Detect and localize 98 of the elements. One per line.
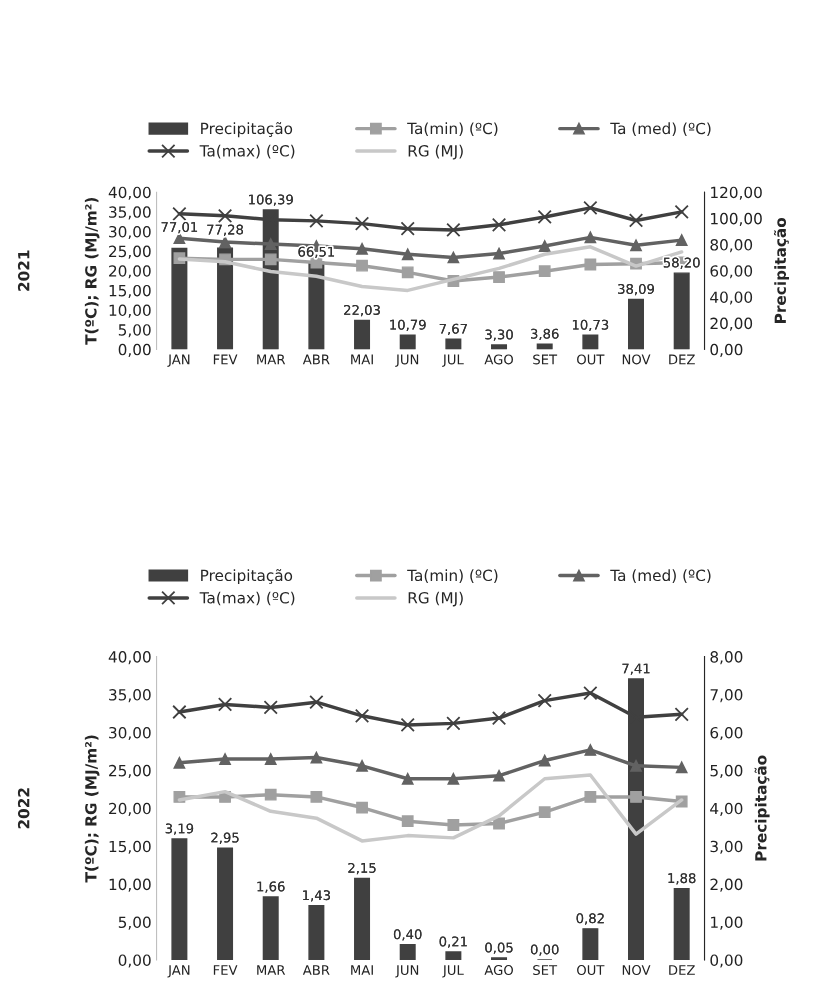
- y-tick-label: 15,00: [109, 840, 151, 854]
- data-label: 77,01: [161, 221, 198, 234]
- y2-tick-label: 40,00: [710, 291, 753, 305]
- x-tick-label: NOV: [622, 965, 651, 976]
- y2-tick-label: 20,00: [710, 317, 753, 331]
- data-label: 10,79: [390, 319, 426, 332]
- y2-tick-label: 80,00: [710, 239, 753, 253]
- data-label: 3,86: [531, 328, 559, 341]
- text: 2021: [17, 250, 30, 291]
- y-tick-label: 0,00: [118, 954, 151, 968]
- y-tick-label: 15,00: [109, 284, 151, 298]
- y-tick-label: 25,00: [109, 764, 151, 778]
- x-tick-label: DEZ: [669, 354, 695, 365]
- data-label: 0,82: [576, 913, 604, 925]
- data-label: 2,15: [348, 862, 376, 875]
- y-tick-label: 40,00: [108, 186, 151, 200]
- legend-label: Precipitação: [201, 569, 293, 585]
- data-label: 38,09: [618, 283, 654, 296]
- data-label: 1,88: [668, 873, 696, 885]
- y-axis-title: T(ºC); RG (MJ/m²): [84, 735, 100, 883]
- data-label: 10,73: [572, 319, 609, 332]
- y-tick-label: 5,00: [118, 324, 151, 338]
- y-tick-label: 25,00: [109, 245, 151, 259]
- y-tick-label: 0,00: [118, 343, 151, 357]
- x-tick-label: SET: [533, 354, 558, 365]
- y-tick-label: 5,00: [118, 916, 151, 930]
- x-tick-label: MAI: [351, 965, 373, 975]
- x-tick-label: OUT: [577, 965, 605, 976]
- legend-label: Ta(max) (ºC): [199, 591, 295, 606]
- x-tick-label: JAN: [167, 965, 190, 978]
- legend-label: Precipitação: [201, 122, 293, 138]
- x-tick-label: MAR: [257, 965, 286, 975]
- x-tick-label: NOV: [622, 354, 651, 365]
- y-tick-label: 20,00: [109, 265, 151, 279]
- x-tick-label: AGO: [484, 354, 513, 365]
- y2-tick-label: 6,00: [710, 726, 743, 741]
- legend-label: Ta(min) (ºC): [407, 122, 498, 136]
- y2-tick-label: 4,00: [710, 802, 743, 816]
- data-label: 0,00: [530, 944, 559, 956]
- x-tick-label: JUN: [395, 965, 419, 978]
- data-label: 3,30: [485, 329, 513, 341]
- legend-label: Ta(min) (ºC): [407, 569, 498, 583]
- x-tick-label: JUL: [442, 354, 464, 367]
- y2-axis-title: Precipitação: [773, 217, 790, 323]
- x-tick-label: JAN: [167, 354, 190, 367]
- y2-tick-label: 0,00: [710, 954, 743, 968]
- y-tick-label: 10,00: [109, 304, 151, 318]
- x-tick-label: FEV: [213, 965, 238, 975]
- y2-tick-label: 0,00: [710, 343, 743, 357]
- y-tick-label: 30,00: [109, 225, 151, 240]
- y2-tick-label: 2,00: [710, 878, 743, 892]
- data-label: 7,41: [622, 663, 650, 675]
- y-tick-label: 20,00: [109, 802, 151, 816]
- data-label: 66,51: [298, 246, 335, 259]
- data-label: 106,39: [249, 194, 293, 206]
- data-label: 0,05: [485, 942, 513, 954]
- x-tick-label: ABR: [302, 354, 330, 365]
- legend-label: RG (MJ): [408, 591, 463, 607]
- y-axis-title: T(ºC); RG (MJ/m²): [84, 197, 100, 345]
- x-tick-label: FEV: [213, 354, 238, 365]
- y2-axis-title: Precipitação: [754, 755, 770, 861]
- legend-label: Ta(max) (ºC): [199, 144, 295, 159]
- y-tick-label: 40,00: [108, 651, 151, 665]
- data-label: 3,19: [165, 823, 194, 835]
- data-label: 58,20: [663, 257, 700, 269]
- x-tick-label: MAI: [351, 354, 373, 365]
- x-tick-label: JUN: [395, 354, 419, 367]
- y2-tick-label: 5,00: [710, 764, 743, 778]
- y-tick-label: 35,00: [109, 206, 151, 220]
- data-label: 2,95: [211, 832, 239, 844]
- legend-label: Ta (med) (ºC): [610, 569, 711, 583]
- text: 2022: [17, 788, 30, 829]
- data-label: 7,67: [439, 323, 467, 336]
- data-label: 77,28: [207, 224, 244, 236]
- x-tick-label: AGO: [484, 965, 513, 976]
- x-tick-label: OUT: [577, 354, 605, 365]
- y-tick-label: 30,00: [109, 726, 151, 741]
- data-label: 1,43: [303, 890, 331, 902]
- x-tick-label: ABR: [302, 965, 330, 975]
- legend-label: RG (MJ): [408, 144, 463, 160]
- data-label: 22,03: [344, 304, 380, 317]
- x-tick-label: MAR: [257, 354, 286, 365]
- y2-tick-label: 3,00: [710, 840, 743, 854]
- y-tick-label: 10,00: [109, 878, 151, 892]
- data-label: 0,21: [439, 936, 467, 948]
- y2-tick-label: 120,00: [711, 186, 762, 200]
- legend-label: Ta (med) (ºC): [610, 122, 711, 136]
- x-tick-label: DEZ: [669, 965, 695, 975]
- y2-tick-label: 8,00: [710, 651, 743, 665]
- y-tick-label: 35,00: [109, 689, 151, 703]
- y2-tick-label: 100,00: [711, 212, 762, 226]
- y2-tick-label: 1,00: [711, 916, 743, 930]
- data-label: 1,66: [257, 881, 285, 893]
- y2-tick-label: 60,00: [710, 265, 753, 279]
- x-tick-label: SET: [533, 965, 558, 976]
- x-tick-label: JUL: [442, 965, 464, 978]
- y2-tick-label: 7,00: [710, 689, 743, 703]
- data-label: 0,40: [393, 929, 422, 941]
